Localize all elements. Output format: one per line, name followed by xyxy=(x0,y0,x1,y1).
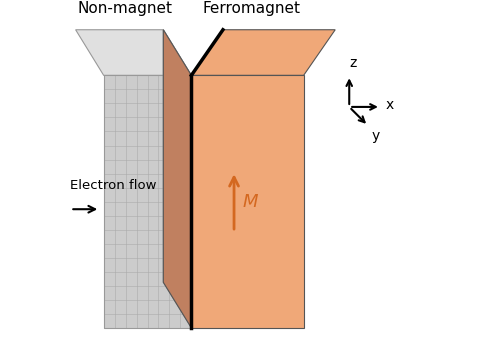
Text: Non-magnet: Non-magnet xyxy=(77,1,172,16)
Text: Ferromagnet: Ferromagnet xyxy=(203,1,301,16)
Text: x: x xyxy=(386,98,394,112)
Polygon shape xyxy=(191,76,304,328)
Polygon shape xyxy=(163,30,191,328)
Text: y: y xyxy=(372,129,380,143)
Polygon shape xyxy=(103,76,191,328)
Text: z: z xyxy=(349,56,356,70)
Text: M: M xyxy=(243,193,258,211)
Polygon shape xyxy=(163,30,191,328)
Polygon shape xyxy=(191,30,335,76)
Polygon shape xyxy=(76,30,191,76)
Text: Electron flow: Electron flow xyxy=(70,179,157,192)
